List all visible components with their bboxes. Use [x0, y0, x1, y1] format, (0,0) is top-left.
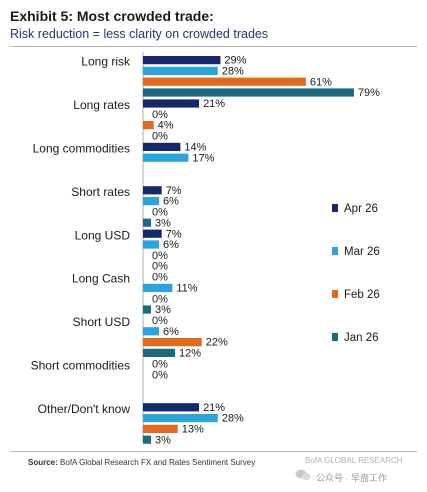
bar-short-rates-jan-26: [143, 218, 152, 227]
category-label-long-cash: Long Cash: [72, 272, 130, 286]
bar-long-risk-feb-26: [143, 77, 306, 86]
legend-label-jan-26: Jan 26: [344, 332, 379, 344]
value-label-long-commodities-apr-26: 14%: [184, 142, 206, 154]
value-label-short-usd-mar-26: 6%: [163, 326, 179, 338]
source-label: Source:: [28, 458, 58, 467]
source-note: Source: BofA Global Research FX and Rate…: [28, 458, 255, 467]
category-label-long-rates: Long rates: [73, 98, 130, 112]
bar-long-risk-apr-26: [143, 56, 221, 65]
chart-title: Exhibit 5: Most crowded trade:: [10, 8, 214, 24]
value-label-long-risk-mar-26: 28%: [222, 66, 244, 78]
bar-long-commodities-mar-26: [143, 153, 189, 162]
value-label-long-rates-feb-26: 4%: [158, 120, 174, 132]
bar-long-usd-mar-26: [143, 240, 160, 249]
bar-long-commodities-apr-26: [143, 142, 181, 151]
bar-other-don-t-know-feb-26: [143, 424, 178, 433]
value-label-short-commodities-mar-26: 0%: [152, 369, 168, 381]
bar-long-cash-jan-26: [143, 305, 152, 314]
legend-swatch-jan-26: [332, 333, 338, 341]
value-label-short-commodities-apr-26: 0%: [152, 359, 168, 371]
watermark-brand: BofA GLOBAL RESEARCH: [305, 456, 403, 465]
category-label-long-commodities: Long commodities: [33, 142, 130, 156]
category-label-short-commodities: Short commodities: [31, 359, 130, 373]
category-label-short-rates: Short rates: [71, 185, 130, 199]
value-label-other-don-t-know-feb-26: 13%: [182, 424, 204, 436]
bar-long-risk-mar-26: [143, 66, 218, 75]
value-label-long-cash-jan-26: 3%: [155, 304, 171, 316]
header-divider: [10, 46, 417, 47]
source-text: BofA Global Research FX and Rates Sentim…: [60, 458, 256, 467]
value-label-long-risk-jan-26: 79%: [358, 87, 380, 99]
bar-chart: Long risk 29%28%61%79%Long rates 21%0%4%0%…: [31, 52, 380, 446]
watermark-text: 公众号 · 早盘工作: [316, 473, 387, 483]
bar-long-risk-jan-26: [143, 88, 354, 97]
bar-short-usd-mar-26: [143, 327, 160, 336]
value-label-long-usd-apr-26: 7%: [166, 228, 182, 240]
bar-other-don-t-know-jan-26: [143, 435, 152, 444]
value-label-long-rates-jan-26: 0%: [152, 131, 168, 143]
value-label-short-usd-jan-26: 12%: [179, 348, 201, 360]
category-label-other-don-t-know: Other/Don't know: [38, 402, 131, 416]
legend-label-feb-26: Feb 26: [344, 289, 380, 301]
value-label-short-rates-feb-26: 0%: [152, 207, 168, 219]
value-label-other-don-t-know-apr-26: 21%: [203, 402, 225, 414]
legend-swatch-apr-26: [332, 204, 338, 212]
bar-long-usd-apr-26: [143, 229, 162, 238]
value-label-long-cash-mar-26: 11%: [176, 283, 197, 295]
value-label-short-rates-apr-26: 7%: [166, 185, 182, 197]
value-label-other-don-t-know-jan-26: 3%: [155, 434, 171, 446]
bar-long-rates-feb-26: [143, 121, 154, 130]
bar-short-usd-jan-26: [143, 348, 176, 357]
value-label-short-rates-mar-26: 6%: [163, 196, 179, 208]
category-label-long-usd: Long USD: [75, 228, 131, 242]
legend-label-apr-26: Apr 26: [344, 203, 378, 215]
value-label-short-rates-jan-26: 3%: [155, 217, 171, 229]
value-label-long-usd-mar-26: 6%: [163, 239, 179, 251]
bar-short-rates-apr-26: [143, 186, 162, 195]
wechat-logo-icon: [295, 469, 311, 481]
value-label-short-usd-feb-26: 22%: [206, 337, 228, 349]
legend-label-mar-26: Mar 26: [344, 246, 380, 258]
legend-swatch-feb-26: [332, 290, 338, 298]
bar-other-don-t-know-mar-26: [143, 414, 218, 423]
bar-other-don-t-know-apr-26: [143, 403, 200, 412]
value-label-long-usd-jan-26: 0%: [152, 261, 168, 273]
value-label-long-commodities-mar-26: 17%: [192, 152, 214, 164]
category-label-long-risk: Long risk: [81, 55, 131, 69]
bar-short-rates-mar-26: [143, 197, 160, 206]
value-label-long-rates-mar-26: 0%: [152, 109, 168, 121]
value-label-long-cash-apr-26: 0%: [152, 272, 168, 284]
bar-long-rates-apr-26: [143, 99, 200, 108]
value-label-long-risk-feb-26: 61%: [310, 76, 332, 88]
chart-subtitle: Risk reduction = less clarity on crowded…: [10, 27, 269, 41]
footer-divider: [10, 451, 417, 452]
bar-long-cash-mar-26: [143, 283, 173, 292]
value-label-long-risk-apr-26: 29%: [224, 55, 246, 67]
value-label-long-cash-feb-26: 0%: [152, 293, 168, 305]
value-label-other-don-t-know-mar-26: 28%: [222, 413, 244, 425]
category-label-short-usd: Short USD: [73, 315, 131, 329]
value-label-long-rates-apr-26: 21%: [203, 98, 225, 110]
bar-short-usd-feb-26: [143, 338, 202, 347]
value-label-long-usd-feb-26: 0%: [152, 250, 168, 262]
value-label-short-usd-apr-26: 0%: [152, 315, 168, 327]
legend-swatch-mar-26: [332, 247, 338, 255]
